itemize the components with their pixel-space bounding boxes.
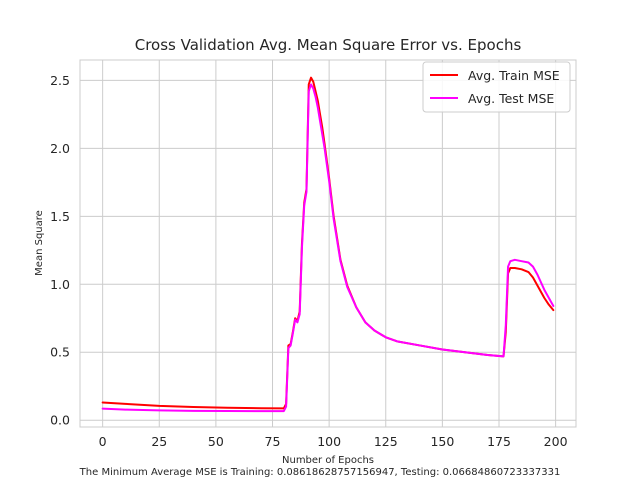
y-tick-label: 2.0 [50,141,70,156]
tick-labels: 0 25 50 75 100 125 150 175 200 0.0 0.5 1.0 1.5 2.0 2.5 [50,73,567,449]
series-group [101,76,555,413]
grid [80,60,576,427]
legend-test-label: Avg. Test MSE [468,91,554,106]
x-tick-label: 150 [430,434,454,449]
x-tick-label: 0 [99,434,107,449]
x-tick-label: 175 [487,434,511,449]
y-tick-label: 0.5 [50,345,70,360]
chart-title: Cross Validation Avg. Mean Square Error … [135,36,522,54]
plot-frame [79,59,577,428]
y-tick-label: 0.0 [50,413,70,428]
x-tick-label: 200 [544,434,568,449]
x-tick-label: 125 [374,434,398,449]
x-tick-label: 25 [151,434,167,449]
y-tick-label: 1.5 [50,209,70,224]
legend-box [422,61,571,113]
x-tick-label: 100 [317,434,341,449]
x-axis-label: Number of Epochs [282,455,374,466]
x-tick-label: 75 [265,434,281,449]
legend-train-label: Avg. Train MSE [468,68,560,83]
y-tick-label: 2.5 [50,73,70,88]
test-mse-line [101,83,555,413]
x-tick-label: 50 [208,434,224,449]
chart-caption: The Minimum Average MSE is Training: 0.0… [79,467,561,478]
legend: Avg. Train MSE Avg. Test MSE [422,61,571,113]
y-axis-label: Mean Square [34,210,45,276]
y-tick-label: 1.0 [50,277,70,292]
